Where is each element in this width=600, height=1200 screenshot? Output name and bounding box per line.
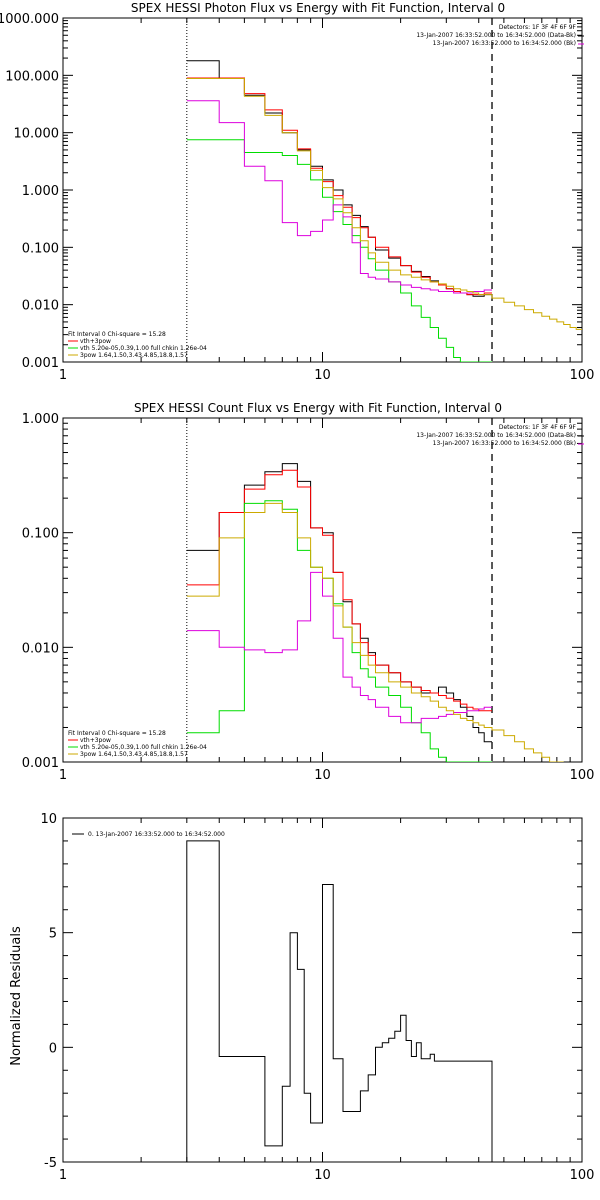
green-series-line xyxy=(186,500,492,762)
yellow-series-line xyxy=(186,78,582,330)
magenta-series-line xyxy=(186,100,492,294)
photon-panel-title: SPEX HESSI Photon Flux vs Energy with Fi… xyxy=(131,1,505,15)
y-tick-label: 0.001 xyxy=(22,756,59,771)
black-series-line xyxy=(186,463,492,743)
photon-header-line-2: 13-Jan-2007 16:33:52.000 to 16:34:52.000… xyxy=(416,32,576,39)
x-tick-label: 10 xyxy=(314,1168,331,1183)
residuals-y-axis-label: Normalized Residuals xyxy=(9,926,24,1066)
count-header-line-2: 13-Jan-2007 16:33:52.000 to 16:34:52.000… xyxy=(416,432,576,439)
x-tick-label: 1 xyxy=(59,368,67,383)
photon-flux-panel: SPEX HESSI Photon Flux vs Energy with Fi… xyxy=(0,1,594,383)
count-panel-title: SPEX HESSI Count Flux vs Energy with Fit… xyxy=(134,401,502,415)
magenta-series-line xyxy=(186,571,492,724)
black-series-line xyxy=(186,60,492,297)
y-tick-label: 0.100 xyxy=(22,241,59,256)
red-series-line xyxy=(186,77,492,296)
y-tick-label: 0.001 xyxy=(22,356,59,371)
y-tick-label: 0 xyxy=(49,1041,57,1056)
photon-legend-line-2: vth+3pow xyxy=(80,338,111,345)
residuals-panel: Normalized Residuals 0. 13-Jan-2007 16:3… xyxy=(9,812,594,1183)
count-header-line-1: Detectors: 1F 3F 4F 6F 9F xyxy=(499,424,577,431)
photon-legend-line-3: vth 5.20e-05,0.39,1.00 full chkin 1.26e-… xyxy=(80,345,207,352)
x-tick-label: 100 xyxy=(570,368,595,383)
green-series-line xyxy=(186,139,492,362)
y-tick-label: 10.000 xyxy=(14,127,60,142)
count-legend-line-4: 3pow 1.64,1.50,3.43,4.85,18.8,1.57 xyxy=(80,751,188,758)
y-tick-label: 5 xyxy=(49,927,57,942)
count-legend-line-2: vth+3pow xyxy=(80,737,111,744)
red-series-line xyxy=(186,469,492,712)
y-tick-label: -5 xyxy=(44,1156,57,1171)
photon-legend-line-1: Fit Interval 0 Chi-square = 15.28 xyxy=(68,331,166,338)
x-tick-label: 100 xyxy=(570,1168,595,1183)
x-tick-label: 10 xyxy=(314,768,331,783)
y-tick-label: 1.000 xyxy=(22,412,59,427)
y-tick-label: 0.010 xyxy=(22,641,59,656)
black-series-line xyxy=(186,840,493,1162)
y-tick-label: 100.000 xyxy=(5,69,59,84)
photon-legend-line-4: 3pow 1.64,1.50,3.43,4.85,18.8,1.57 xyxy=(80,352,188,359)
photon-header-line-3: 13-Jan-2007 16:33:52.000 to 16:34:52.000… xyxy=(433,40,576,47)
y-tick-label: 0.010 xyxy=(22,299,59,314)
photon-header-line-1: Detectors: 1F 3F 4F 6F 9F xyxy=(499,24,577,31)
y-tick-label: 0.100 xyxy=(22,527,59,542)
x-tick-label: 100 xyxy=(570,768,595,783)
x-tick-label: 1 xyxy=(59,768,67,783)
x-tick-label: 10 xyxy=(314,368,331,383)
yellow-series-line xyxy=(186,502,564,762)
residuals-legend-line-1: 0. 13-Jan-2007 16:33:52.000 to 16:34:52.… xyxy=(88,831,225,838)
y-tick-label: 1.000 xyxy=(22,184,59,199)
count-legend-line-3: vth 5.20e-05,0.39,1.00 full chkin 1.26e-… xyxy=(80,744,207,751)
y-tick-label: 1000.000 xyxy=(0,12,59,27)
count-legend-line-1: Fit Interval 0 Chi-square = 15.28 xyxy=(68,730,166,737)
count-flux-panel: SPEX HESSI Count Flux vs Energy with Fit… xyxy=(22,401,595,783)
x-tick-label: 1 xyxy=(59,1168,67,1183)
y-tick-label: 10 xyxy=(40,812,57,827)
count-header-line-3: 13-Jan-2007 16:33:52.000 to 16:34:52.000… xyxy=(433,440,576,447)
